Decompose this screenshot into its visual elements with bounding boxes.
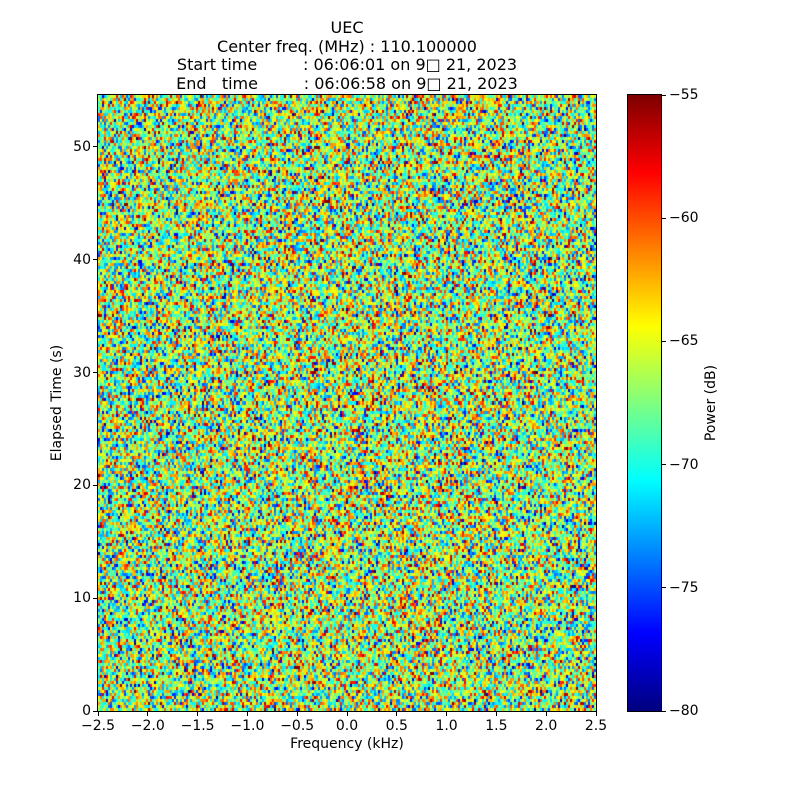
tick-mark — [93, 146, 97, 148]
tick-mark — [662, 94, 666, 96]
tick-mark — [346, 712, 348, 716]
colorbar-tick-label: −60 — [669, 210, 699, 227]
colorbar-tick-label: −65 — [669, 333, 699, 350]
y-tick-label: 20 — [73, 477, 91, 494]
subtitle-start-time: Start time : 06:06:01 on 9□ 21, 2023 — [176, 55, 518, 74]
tick-mark — [495, 712, 497, 716]
x-tick-label: 0.0 — [335, 718, 359, 734]
tick-mark — [662, 217, 666, 219]
y-axis-label: Elapsed Time (s) — [49, 344, 65, 462]
tick-mark — [662, 464, 666, 466]
tick-mark — [246, 712, 248, 716]
x-tick-label: −1.0 — [230, 718, 265, 734]
plot-area — [97, 94, 597, 712]
x-tick-label: −2.5 — [81, 718, 115, 734]
tick-mark — [197, 712, 199, 716]
chart-header: UEC Center freq. (MHz) : 110.100000 Star… — [98, 18, 596, 93]
tick-mark — [595, 712, 597, 716]
tick-mark — [93, 484, 97, 486]
tick-mark — [545, 712, 547, 716]
y-tick-label: 30 — [73, 364, 91, 381]
colorbar-canvas — [628, 95, 661, 711]
colorbar-tick-label: −55 — [669, 87, 699, 103]
tick-mark — [97, 712, 99, 716]
colorbar-label: Power (dB) — [703, 364, 719, 442]
x-tick-label: 2.5 — [584, 718, 608, 734]
colorbar-tick-label: −70 — [669, 456, 699, 473]
colorbar-tick-label: −75 — [669, 579, 699, 596]
tick-mark — [396, 712, 398, 716]
y-tick-label: 50 — [73, 138, 91, 155]
tick-mark — [662, 710, 666, 712]
x-tick-label: −0.5 — [280, 718, 315, 734]
x-tick-label: 1.5 — [485, 718, 508, 734]
tick-mark — [93, 710, 97, 712]
tick-mark — [147, 712, 149, 716]
tick-mark — [93, 259, 97, 261]
tick-mark — [93, 372, 97, 374]
subtitle-center-freq: Center freq. (MHz) : 110.100000 — [217, 36, 477, 56]
x-tick-label: 1.0 — [435, 718, 458, 734]
x-axis-label: Frequency (kHz) — [290, 736, 404, 752]
colorbar — [627, 94, 662, 712]
y-tick-label: 0 — [82, 703, 91, 719]
y-tick-label: 10 — [73, 590, 91, 607]
tick-mark — [662, 587, 666, 589]
tick-mark — [446, 712, 448, 716]
subtitle-end-time: End time : 06:06:58 on 9□ 21, 2023 — [176, 73, 518, 93]
x-tick-label: 0.5 — [385, 718, 408, 734]
x-tick-label: −1.5 — [180, 718, 215, 734]
x-tick-label: −2.0 — [130, 718, 165, 734]
y-tick-label: 40 — [73, 251, 91, 268]
tick-mark — [93, 597, 97, 599]
tick-mark — [662, 340, 666, 342]
x-tick-label: 2.0 — [535, 718, 558, 734]
chart-title: UEC — [330, 18, 364, 37]
colorbar-tick-label: −80 — [669, 703, 699, 719]
spectrogram-canvas — [98, 95, 596, 711]
tick-mark — [296, 712, 298, 716]
